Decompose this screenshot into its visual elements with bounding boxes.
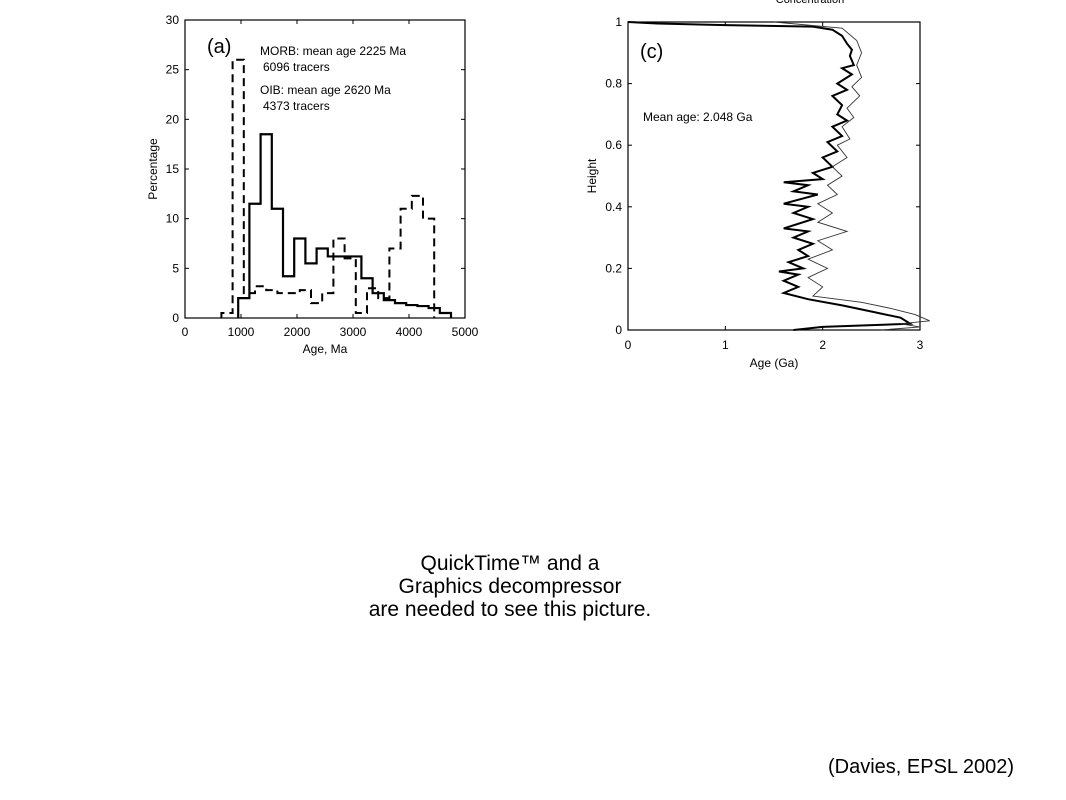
chart-a-svg: 0 1000 2000 3000 4000 5000 0 5 10 15 20 25 30 Age, Ma…	[146, 13, 479, 356]
x-tick-label-c: 2	[819, 338, 826, 352]
notice-line-2: Graphics decompressor	[398, 575, 622, 598]
y-tick-label-c: 1	[615, 15, 622, 29]
notice-line-3: are needed to see this picture.	[368, 598, 652, 621]
y-tick-label-a: 20	[166, 112, 180, 126]
x-tick-label-c: 0	[625, 338, 632, 352]
series-line-a-morb	[237, 133, 453, 318]
y-tick-label-a: 10	[166, 212, 180, 226]
y-tick-label-c: 0.4	[605, 200, 622, 214]
chart-c-svg: Concentration 0 1 2 3 0 0.2 0.4 0.6 0.8 1 Age (Ga) H…	[585, 0, 930, 370]
y-tick-label-a: 25	[166, 63, 180, 77]
y-axis-label-a: Percentage	[146, 138, 160, 200]
x-axis-label-a: Age, Ma	[303, 342, 348, 356]
legend-text-a: 4373 tracers	[263, 99, 330, 113]
notice-line-1: QuickTime™ and a	[420, 552, 600, 575]
y-tick-label-c: 0.6	[605, 138, 622, 152]
y-tick-label-a: 5	[172, 261, 179, 275]
x-tick-label-c: 3	[917, 338, 924, 352]
panel-label-c: (c)	[640, 41, 663, 63]
series-line-c-thin	[773, 21, 930, 331]
missing-image-notice: QuickTime™ and a Graphics decompressor a…	[300, 552, 720, 621]
top-partial-label-c: Concentration	[776, 0, 845, 6]
x-tick-label-c: 1	[722, 338, 729, 352]
y-tick-label-c: 0.8	[605, 77, 622, 91]
chart-panel-a: 0 1000 2000 3000 4000 5000 0 5 10 15 20 25 30 Age, Ma…	[135, 10, 490, 370]
x-tick-label-a: 5000	[452, 325, 479, 339]
x-tick-label-a: 0	[182, 325, 189, 339]
x-tick-label-a: 1000	[228, 325, 255, 339]
series-line-a-oib	[220, 58, 436, 318]
legend-text-a: 6096 tracers	[263, 60, 330, 74]
x-axis-label-c: Age (Ga)	[750, 356, 799, 370]
y-tick-label-c: 0.2	[605, 261, 622, 275]
x-tick-label-a: 2000	[284, 325, 311, 339]
x-tick-label-a: 4000	[396, 325, 423, 339]
legend-text-a: MORB: mean age 2225 Ma	[260, 44, 406, 58]
y-tick-label-a: 30	[166, 13, 180, 27]
y-tick-label-c: 0	[615, 323, 622, 337]
citation: (Davies, EPSL 2002)	[828, 756, 1015, 778]
y-tick-label-a: 15	[166, 162, 180, 176]
series-line-c-bold	[627, 21, 914, 331]
annotation-mean-age-c: Mean age: 2.048 Ga	[643, 110, 753, 124]
x-tick-label-a: 3000	[340, 325, 367, 339]
y-tick-label-a: 0	[172, 311, 179, 325]
chart-panel-c: Concentration 0 1 2 3 0 0.2 0.4 0.6 0.8 1 Age (Ga) H…	[570, 0, 950, 375]
plot-frame-c	[627, 21, 921, 331]
y-axis-label-c: Height	[585, 158, 599, 193]
legend-text-a: OIB: mean age 2620 Ma	[260, 83, 391, 97]
panel-label-a: (a)	[207, 36, 231, 58]
